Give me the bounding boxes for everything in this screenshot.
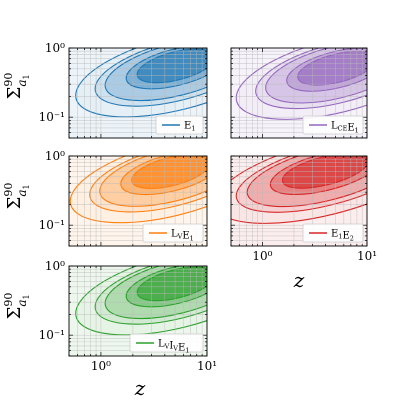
svg-text:Σ90a1: Σ90a1: [2, 183, 31, 210]
legend-label: E1E2: [331, 229, 354, 243]
x-tick-label: 10⁰: [252, 249, 272, 263]
axes-frame: [230, 155, 368, 247]
svg-text:Σ90a1: Σ90a1: [2, 293, 31, 320]
legend: LVE1: [142, 223, 204, 243]
x-tick-label: 10¹: [357, 249, 377, 263]
y-tick-label: 10⁻¹: [39, 218, 65, 232]
x-tick-label: 10¹: [197, 359, 217, 373]
ylabel-row-3: Σ90a1: [2, 293, 31, 320]
y-tick-label: 10⁰: [45, 259, 65, 273]
xlabel-right: z: [293, 268, 305, 292]
axes-frame: [68, 155, 208, 247]
legend-label: LVE1: [171, 229, 194, 243]
axes-frame: [68, 47, 208, 139]
panel-1: 10⁰ 10⁻¹ E1: [39, 41, 208, 139]
grid: [231, 48, 367, 138]
panel-5: 10⁰ 10⁻¹ 10⁰ 10¹ LVIVE1: [39, 259, 217, 373]
axes-frame: [68, 265, 208, 357]
legend-label: E1: [184, 121, 195, 133]
y-tick-label: 10⁰: [45, 149, 65, 163]
ylabel-row-1: Σ90a1: [2, 73, 31, 100]
x-tick-label: 10⁰: [91, 359, 111, 373]
y-tick-label: 10⁻¹: [39, 328, 65, 342]
legend-label: LVIVE1: [158, 339, 189, 355]
legend: LVIVE1: [129, 333, 204, 355]
legend: E1E2: [302, 223, 364, 243]
legend-label: LCEE1: [331, 121, 359, 135]
legend: LCEE1: [302, 115, 364, 135]
panel-3: 10⁰ 10⁻¹ LVE1: [39, 149, 208, 247]
svg-text:Σ90a1: Σ90a1: [2, 73, 31, 100]
xlabel-left: z: [134, 376, 146, 400]
y-tick-label: 10⁻¹: [39, 110, 65, 124]
y-tick-label: 10⁰: [45, 41, 65, 55]
axes-frame: [230, 47, 368, 139]
panel-2: LCEE1: [230, 47, 368, 139]
grid: [69, 156, 207, 246]
ylabel-row-2: Σ90a1: [2, 183, 31, 210]
legend: E1: [155, 115, 204, 135]
